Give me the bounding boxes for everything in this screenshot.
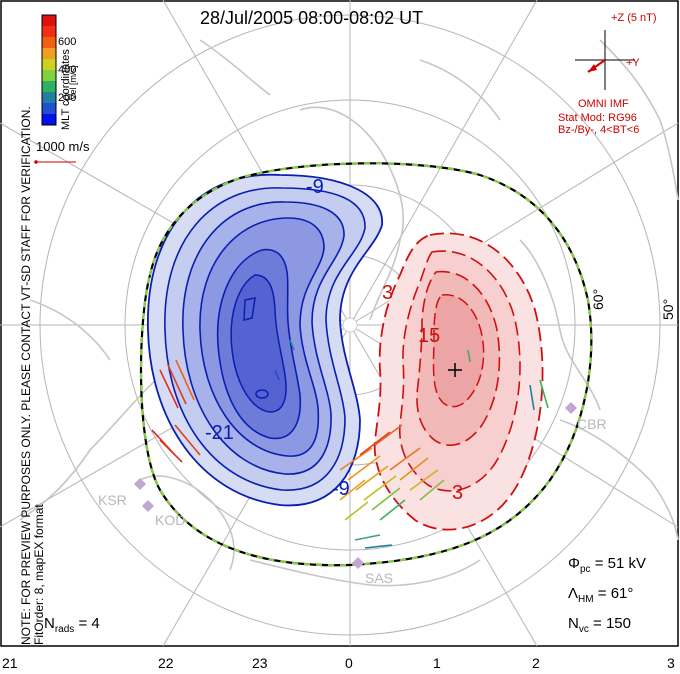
phi-pc-value: 51 kV: [607, 555, 646, 572]
fit-order-note: FitOrder: 8, mapEX format: [32, 504, 46, 645]
radar-count-stat: Nrads = 4: [44, 615, 100, 635]
station-label: KOD: [155, 512, 186, 528]
vector-count-stat: Nvc = 150: [568, 615, 631, 635]
imf-model: Stat Mod: RG96: [558, 112, 637, 124]
potential-stat: Φpc = 51 kV: [568, 555, 646, 575]
lat-label: 60°: [590, 288, 606, 310]
vector-scale-bar: [34, 160, 76, 164]
velocity-vectors: [151, 339, 549, 549]
mlt-label: 2: [532, 655, 540, 671]
mlt-label: 0: [345, 655, 353, 671]
lat-label: 50°: [660, 298, 676, 320]
mlt-label: 3: [667, 655, 675, 671]
contour-label: -9: [332, 478, 350, 500]
imf-y-label: +Y: [626, 57, 640, 69]
colorbar: [41, 14, 57, 126]
contour-label: -9: [306, 176, 324, 198]
colorbar-tick-600: 600: [58, 36, 77, 48]
station-markers: [134, 402, 577, 569]
side-notes: NOTE: FOR PREVIEW PURPOSES ONLY. PLEASE …: [19, 106, 46, 645]
colorbar-tick-400: 400: [58, 64, 77, 76]
positive-extremum-marker: [448, 363, 462, 377]
contour-label: -21: [205, 422, 234, 444]
mlt-label: 22: [158, 655, 174, 671]
lambda-hm-value: 61°: [610, 585, 634, 602]
n-rads-value: 4: [91, 615, 100, 632]
mlt-label: 1: [433, 655, 441, 671]
contour-label: 3: [382, 282, 394, 304]
imf-conditions: Bz-/By-, 4<BT<6: [558, 124, 640, 136]
page-title: 28/Jul/2005 08:00-08:02 UT: [200, 8, 424, 28]
coastlines: [19, 39, 679, 587]
plot-frame: [0, 0, 679, 647]
contour-label: 15: [418, 325, 441, 347]
mlt-label: 21: [2, 655, 18, 671]
imf-source: OMNI IMF: [578, 98, 629, 110]
n-vc-value: 150: [605, 615, 631, 632]
heppner-maynard-boundary: [139, 162, 593, 567]
colorbar-tick-200: 200: [58, 92, 77, 104]
pole-marker: [342, 317, 358, 333]
station-label: CBR: [577, 416, 607, 432]
station-label: SAS: [365, 570, 394, 586]
negative-potential-cell: [147, 173, 383, 507]
mlt-label: 23: [252, 655, 268, 671]
positive-potential-cell: [373, 232, 544, 531]
vector-scale-label: 1000 m/s: [36, 139, 90, 154]
imf-z-label: +Z (5 nT): [611, 12, 657, 24]
imf-clock: [575, 30, 635, 90]
contour-label: 3: [452, 482, 464, 504]
station-label: KSR: [98, 492, 127, 508]
boundary-stat: ΛHM = 61°: [568, 585, 634, 605]
